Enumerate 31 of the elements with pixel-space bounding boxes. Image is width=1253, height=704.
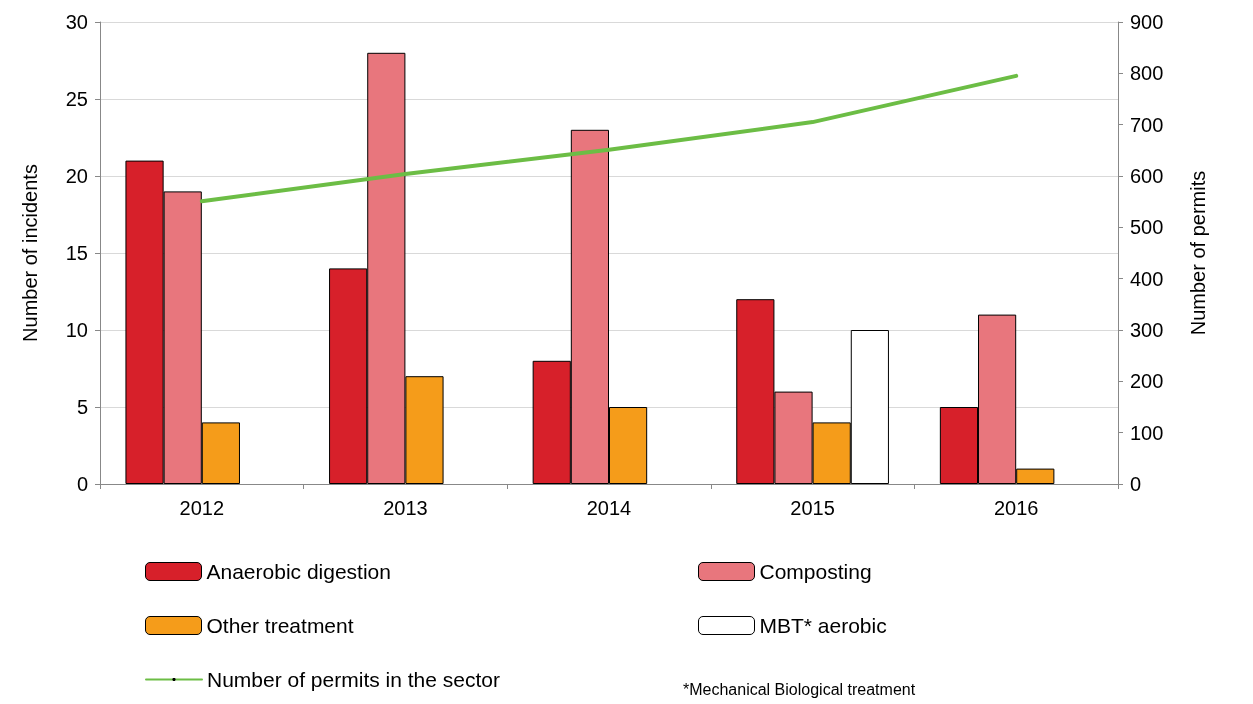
text: *Mechanical Biological treatment	[683, 680, 916, 698]
line-series	[199, 73, 1019, 204]
y-tick-label: 25	[65, 88, 88, 110]
y-tick-label: 0	[76, 473, 88, 495]
x-tick-label: 2012	[179, 497, 225, 519]
y2-tick-label: 400	[1130, 267, 1164, 290]
y2-tick-label: 300	[1130, 319, 1164, 341]
y2-tick-label: 500	[1130, 216, 1164, 239]
x-tick-label: 2016	[993, 497, 1039, 519]
x-tick-label: 2015	[790, 497, 835, 519]
y-tick-label: 5	[76, 396, 88, 418]
y2-tick-label: 900	[1130, 11, 1164, 33]
y2-tick-label: 200	[1130, 370, 1164, 393]
y2-tick-label: 800	[1130, 62, 1164, 85]
y2-tick-label: 700	[1130, 113, 1164, 136]
y-tick-label: 10	[65, 319, 88, 341]
y-tick-label: 30	[65, 11, 88, 33]
x-tick-label: 2013	[383, 497, 428, 519]
y2-tick-label: 600	[1130, 165, 1164, 187]
y-tick-label: 15	[65, 242, 88, 264]
y-axis-title: Number of incidents	[19, 164, 41, 342]
y2-tick-label: 100	[1130, 421, 1164, 444]
legend-label: Anaerobic digestion	[206, 560, 391, 583]
legend-label: MBT* aerobic	[759, 614, 887, 637]
y-tick-label: 20	[65, 165, 88, 187]
x-tick-label: 2014	[586, 497, 632, 519]
legend-label: Other treatment	[206, 614, 354, 637]
legend-label: Number of permits in the sector	[207, 668, 500, 691]
y2-axis-title: Number of permits	[1187, 170, 1209, 336]
legend-label: Composting	[759, 560, 872, 583]
y2-tick-label: 0	[1130, 473, 1142, 495]
